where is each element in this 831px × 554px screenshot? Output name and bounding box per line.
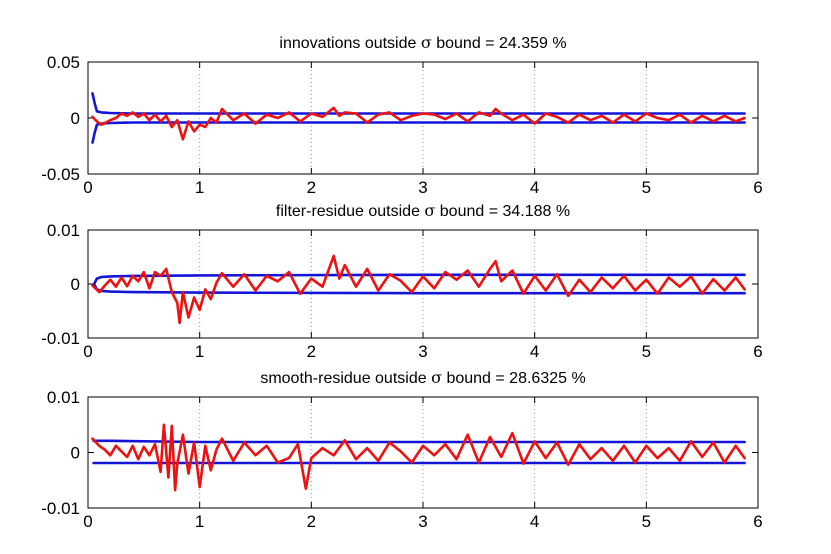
x-tick-label: 6: [753, 178, 762, 197]
smooth-residue-title: smooth-residue outside σ bound = 28.6325…: [260, 368, 585, 387]
y-tick-label: 0.01: [47, 221, 80, 240]
upper-sigma-bound-line: [93, 273, 746, 285]
x-tick-label: 4: [530, 512, 539, 531]
residual-series-line: [91, 254, 746, 325]
innovations-title: innovations outside σ bound = 24.359 %: [279, 33, 566, 52]
x-tick-label: 6: [753, 342, 762, 361]
x-tick-label: 0: [83, 178, 92, 197]
residual-series-line: [91, 423, 746, 492]
plot-area: [87, 229, 759, 339]
lower-sigma-bound-line: [91, 121, 746, 144]
y-tick-label: 0.01: [47, 388, 80, 407]
y-tick-label: 0.05: [47, 53, 80, 72]
y-tick-label: 0: [71, 444, 80, 463]
upper-sigma-bound-line: [92, 439, 746, 444]
y-tick-label: -0.01: [41, 499, 80, 518]
y-tick-label: -0.05: [41, 165, 80, 184]
x-tick-label: 4: [530, 178, 539, 197]
x-tick-label: 5: [642, 512, 651, 531]
x-tick-label: 2: [307, 512, 316, 531]
x-tick-label: 0: [83, 342, 92, 361]
x-tick-label: 2: [307, 342, 316, 361]
x-tick-label: 0: [83, 512, 92, 531]
y-tick-label: 0: [71, 109, 80, 128]
x-tick-label: 2: [307, 178, 316, 197]
y-tick-label: -0.01: [41, 329, 80, 348]
x-tick-label: 3: [418, 178, 427, 197]
residual-series-line: [91, 106, 746, 141]
x-tick-label: 1: [195, 512, 204, 531]
x-tick-label: 5: [642, 342, 651, 361]
x-tick-label: 1: [195, 342, 204, 361]
x-tick-label: 3: [418, 342, 427, 361]
x-tick-label: 3: [418, 512, 427, 531]
y-tick-label: 0: [71, 275, 80, 294]
x-tick-label: 1: [195, 178, 204, 197]
x-tick-label: 5: [642, 178, 651, 197]
x-tick-label: 4: [530, 342, 539, 361]
x-tick-label: 6: [753, 512, 762, 531]
filter-residue-title: filter-residue outside σ bound = 34.188 …: [276, 201, 570, 220]
